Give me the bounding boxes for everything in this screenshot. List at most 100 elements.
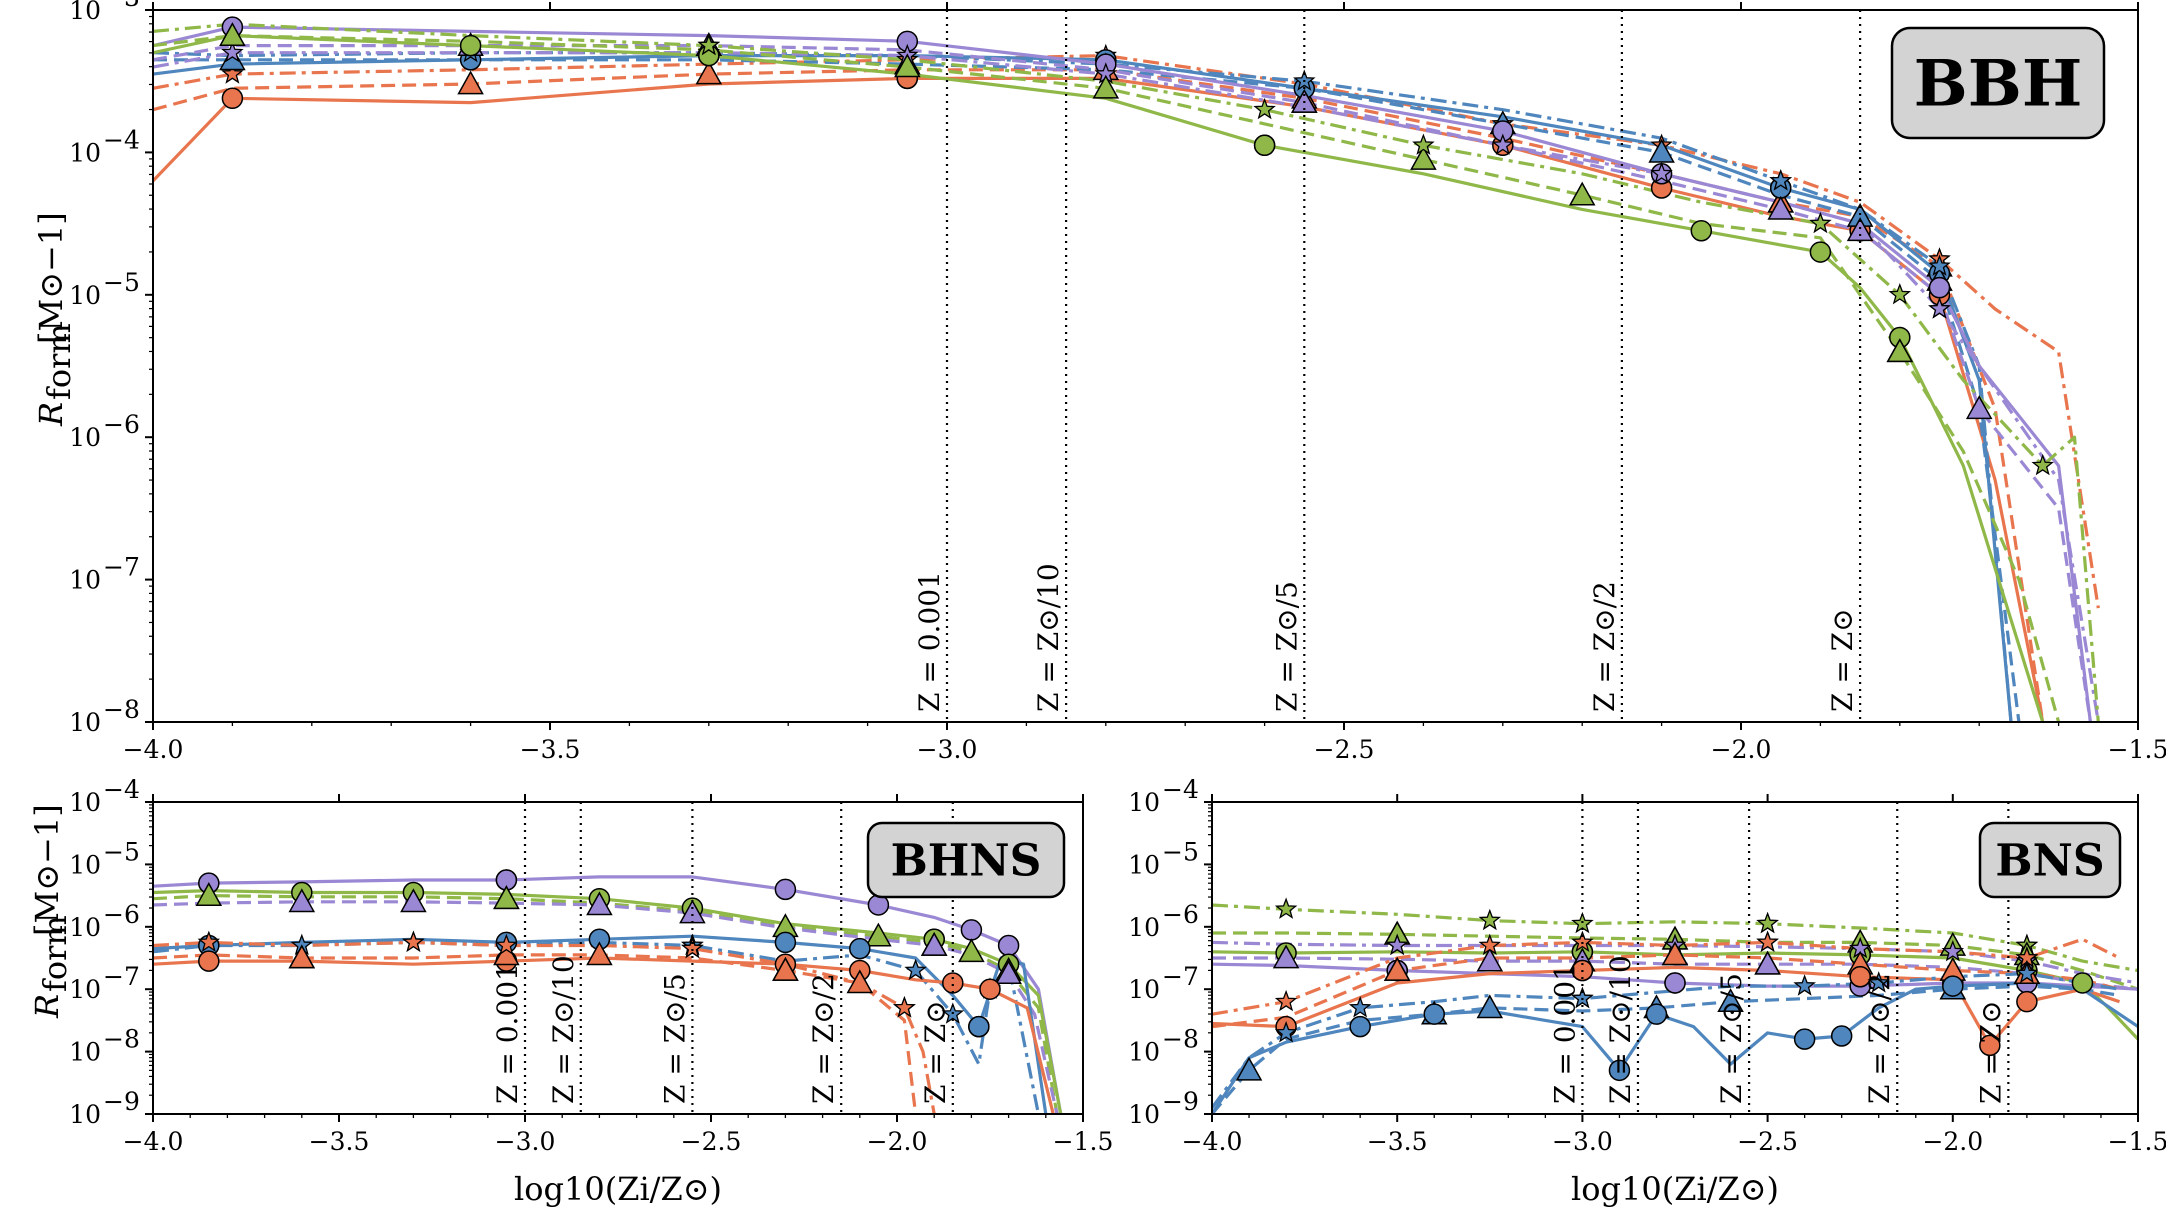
- series-line-orange-solid: [153, 76, 2045, 722]
- y-tick-label: 10: [69, 788, 101, 817]
- title-badge: BHNS: [866, 821, 1066, 899]
- marker-triangle: [920, 931, 948, 956]
- marker-triangle: [695, 60, 723, 85]
- marker-triangle: [1767, 195, 1794, 220]
- title-badge-box: [1978, 821, 2122, 899]
- marker-star: [1769, 169, 1792, 191]
- series-line-blue-dash-dot: [1212, 972, 2120, 1109]
- y-tick-exponent: −6: [103, 900, 140, 929]
- marker-circle: [997, 934, 1020, 957]
- x-tick-label: −3.5: [1367, 1127, 1428, 1156]
- marker-triangle: [995, 960, 1022, 984]
- marker-circle: [1809, 241, 1832, 263]
- x-tick-label: −4.0: [1182, 1127, 1243, 1156]
- plot-frame: [1211, 801, 2139, 1115]
- plot-frame: [152, 9, 2139, 723]
- y-tick-label: 10: [1128, 913, 1160, 942]
- y-tick-label: 10: [1128, 850, 1160, 879]
- marker-circle: [1349, 1015, 1371, 1038]
- ref-line-label: Z = Z⊙/10: [1604, 955, 1637, 1104]
- series-line-orange-dashed: [1212, 953, 2120, 1029]
- y-tick-exponent: −3: [103, 0, 140, 12]
- marker-circle: [774, 931, 797, 954]
- marker-circle: [1849, 965, 1871, 988]
- y-tick-label: 10: [69, 566, 101, 595]
- marker-triangle: [1410, 145, 1437, 170]
- marker-triangle: [288, 944, 316, 969]
- chart-title: BBH: [1914, 46, 2083, 121]
- marker-star: [1571, 930, 1594, 953]
- marker-triangle: [1476, 947, 1504, 972]
- marker-triangle: [958, 938, 985, 963]
- y-tick-exponent: −8: [103, 695, 140, 724]
- series-line-green-dashed: [153, 34, 2061, 722]
- marker-circle: [1608, 1059, 1631, 1082]
- marker-star: [1253, 97, 1276, 120]
- marker-star: [1756, 930, 1779, 953]
- marker-circle: [942, 972, 964, 994]
- marker-triangle: [1272, 944, 1300, 969]
- series-line-green-solid: [153, 34, 2045, 722]
- series-group: [153, 869, 1063, 1114]
- x-tick-label: −1.5: [2108, 735, 2166, 764]
- x-tick-label: −2.0: [867, 1127, 928, 1156]
- y-axis-label-main: R: [32, 402, 70, 427]
- marker-triangle: [1476, 994, 1504, 1019]
- marker-triangle: [586, 891, 613, 916]
- marker-star: [1793, 974, 1816, 996]
- marker-circle: [1830, 1025, 1853, 1047]
- y-tick-exponent: −9: [103, 1087, 140, 1116]
- marker-star: [1385, 933, 1409, 956]
- marker-star: [221, 40, 244, 63]
- marker-circle: [198, 950, 220, 972]
- series-line-orange-dashed: [153, 953, 918, 1114]
- marker-star: [1412, 133, 1435, 155]
- marker-triangle: [1568, 181, 1596, 206]
- series-line-blue-dashed: [1212, 984, 2120, 1114]
- marker-star: [1274, 897, 1298, 919]
- title-badge-box: [1890, 26, 2106, 140]
- marker-star: [681, 936, 704, 959]
- marker-triangle: [772, 956, 799, 981]
- y-tick-label: 10: [69, 850, 101, 879]
- marker-star: [1809, 211, 1832, 234]
- marker-triangle: [846, 969, 874, 994]
- y-tick-exponent: −7: [103, 962, 140, 991]
- series-line-purple-dashed: [153, 44, 2092, 722]
- ref-line-label: Z = Z⊙: [1826, 608, 1859, 712]
- marker-triangle: [288, 888, 316, 913]
- marker-star: [1274, 989, 1298, 1012]
- marker-circle: [1664, 972, 1686, 994]
- marker-star: [1941, 939, 1965, 962]
- marker-star: [697, 33, 721, 56]
- marker-triangle: [219, 46, 246, 71]
- marker-star: [1478, 908, 1502, 931]
- marker-circle: [1942, 975, 1964, 997]
- plot-frame: [152, 801, 1084, 1115]
- ref-line-label: Z = Z⊙: [1974, 1000, 2007, 1104]
- y-tick-label: 10: [69, 913, 101, 942]
- series-line-orange-dash-dot: [153, 940, 936, 1114]
- marker-triangle: [400, 888, 427, 913]
- marker-star: [1756, 911, 1779, 934]
- panel-top: Z = 0.001 Z = Z⊙/10 Z = Z⊙/5 Z = Z⊙/2 Z = Z⊙…: [32, 0, 2166, 764]
- series-line-purple-solid: [153, 25, 2092, 722]
- series-line-green-dash-dot: [1212, 903, 2138, 973]
- marker-triangle: [1661, 941, 1689, 966]
- marker-star: [904, 958, 927, 981]
- series-line-green-dash-dot: [153, 22, 2100, 722]
- y-tick-label: 10: [69, 423, 101, 452]
- x-axis-label: log10(Zi/Z⊙): [514, 1170, 722, 1208]
- ref-line-label: Z = Z⊙/10: [547, 955, 580, 1104]
- ref-line-label: Z = Z⊙/2: [1863, 973, 1896, 1104]
- series-group: [153, 16, 2100, 722]
- marker-circle: [1793, 1028, 1816, 1050]
- ref-line-label: Z = Z⊙/10: [1032, 563, 1065, 712]
- marker-star: [1888, 282, 1912, 305]
- y-tick-label: 10: [69, 1038, 101, 1067]
- y-tick-exponent: −7: [1162, 962, 1199, 991]
- x-tick-label: −2.0: [1711, 735, 1772, 764]
- marker-triangle: [1235, 1056, 1263, 1081]
- series-line-blue-dashed: [153, 58, 2021, 722]
- y-tick-exponent: −7: [103, 553, 140, 582]
